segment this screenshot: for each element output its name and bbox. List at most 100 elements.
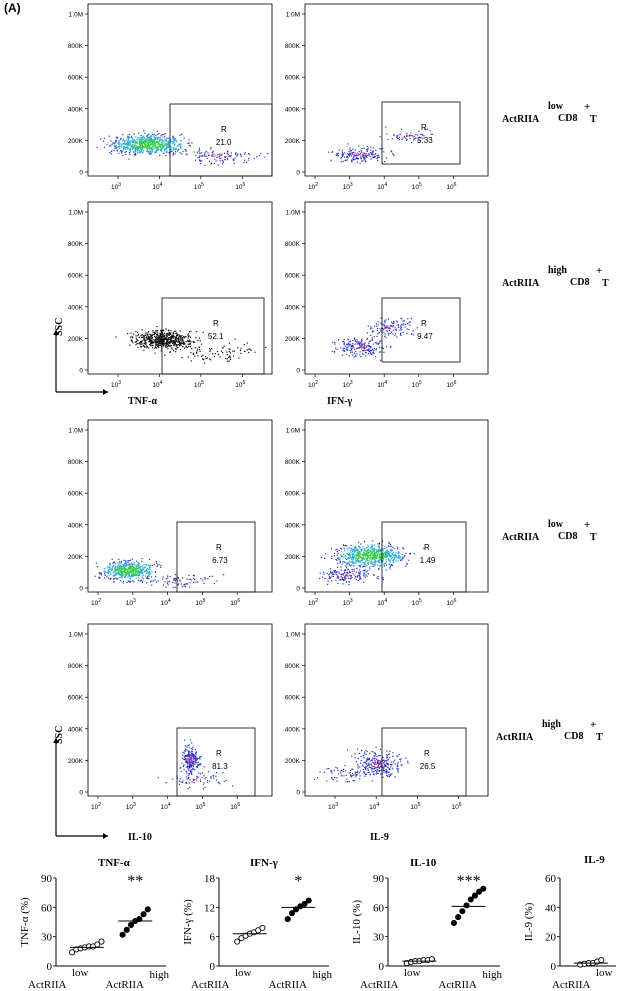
event-dot	[392, 768, 394, 770]
event-dot	[332, 575, 335, 578]
event-dot	[115, 137, 117, 139]
event-dot	[201, 776, 203, 779]
event-dot	[198, 147, 201, 149]
event-dot	[154, 579, 156, 581]
event-dot	[205, 151, 207, 153]
x-tick-label: 103	[111, 182, 121, 191]
event-dot	[396, 763, 399, 765]
event-dot	[345, 561, 347, 563]
event-dot	[146, 146, 148, 148]
event-dot	[243, 159, 246, 161]
event-dot	[102, 140, 105, 142]
event-dot	[109, 578, 111, 580]
event-dot	[398, 136, 400, 138]
event-dot	[226, 358, 229, 360]
event-dots	[115, 325, 267, 364]
event-dot	[111, 143, 113, 146]
event-dot	[372, 157, 374, 159]
event-dot	[363, 344, 366, 346]
event-dot	[192, 353, 194, 355]
event-dot	[376, 769, 378, 771]
event-dot	[135, 335, 137, 337]
event-dot	[168, 144, 170, 146]
event-dot	[401, 137, 403, 139]
event-dot	[183, 347, 185, 349]
event-dot	[363, 552, 366, 554]
event-dot	[354, 577, 356, 579]
x-label-low: ActRIIA	[552, 979, 591, 991]
event-dot	[328, 767, 330, 770]
event-dot	[383, 151, 385, 153]
y-tick-label: 60	[545, 873, 557, 885]
event-dot	[172, 143, 174, 145]
event-dot	[132, 144, 134, 146]
event-dot	[117, 141, 120, 143]
event-dot	[396, 765, 398, 767]
event-dot	[368, 341, 370, 343]
event-dot	[181, 337, 183, 339]
event-dot	[137, 572, 139, 575]
event-dot	[354, 158, 356, 161]
event-dot	[146, 137, 149, 139]
event-dot	[165, 334, 167, 336]
event-dot	[358, 346, 360, 348]
event-dot	[198, 152, 200, 154]
event-dot	[184, 148, 186, 151]
event-dot	[150, 340, 153, 343]
data-point	[428, 956, 436, 963]
event-dot	[426, 128, 429, 130]
event-dot	[351, 159, 353, 161]
event-dot	[104, 574, 106, 576]
event-dot	[331, 772, 333, 774]
event-dot	[114, 563, 116, 565]
event-dot	[176, 345, 178, 347]
event-dot	[362, 558, 364, 560]
event-dot	[355, 554, 357, 556]
event-dot	[188, 139, 190, 141]
event-dot	[388, 771, 390, 773]
event-dot	[142, 143, 144, 145]
event-dot	[136, 564, 138, 566]
event-dot	[361, 559, 363, 561]
event-dot	[340, 554, 342, 556]
event-dot	[146, 145, 148, 147]
event-dot	[179, 778, 181, 780]
event-dot	[120, 577, 122, 579]
event-dot	[359, 778, 361, 780]
event-dot	[342, 152, 344, 154]
x-tick-label: 104	[369, 802, 379, 811]
event-dot	[160, 143, 162, 145]
event-dot	[175, 339, 177, 341]
event-dot	[229, 358, 232, 361]
event-dot	[160, 335, 163, 338]
event-dot	[352, 553, 355, 555]
event-dot	[356, 576, 358, 578]
event-dot	[144, 146, 146, 149]
event-dot	[347, 572, 349, 574]
event-dot	[137, 142, 139, 144]
event-dot	[367, 553, 369, 555]
event-dot	[337, 769, 339, 771]
event-dot	[366, 760, 368, 762]
event-dot	[243, 344, 245, 346]
event-dot	[360, 149, 362, 152]
event-dot	[158, 143, 161, 145]
event-dot	[379, 557, 381, 559]
event-dot	[371, 548, 373, 550]
event-dot	[188, 773, 190, 775]
event-dot	[162, 147, 164, 150]
event-dot	[125, 572, 127, 574]
event-dot	[138, 336, 141, 338]
event-dot	[368, 154, 370, 156]
event-dot	[196, 757, 198, 759]
event-dot	[177, 148, 180, 151]
event-dot	[162, 338, 164, 340]
event-dot	[357, 770, 359, 772]
event-dot	[222, 161, 225, 163]
event-dot	[117, 565, 119, 567]
event-dot	[190, 748, 192, 750]
event-dot	[124, 565, 126, 567]
y-tick-label: 400K	[285, 106, 301, 113]
